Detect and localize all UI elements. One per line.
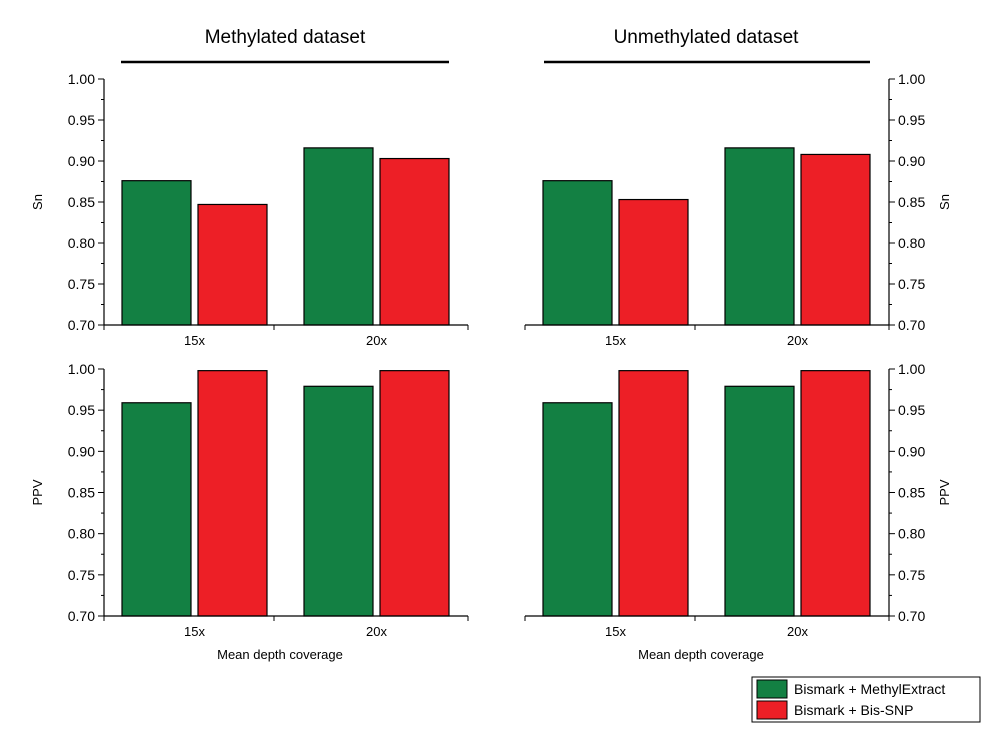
legend: Bismark + MethylExtract Bismark + Bis-SN…	[751, 676, 981, 723]
y-tick-label: 0.80	[68, 526, 95, 542]
y-axis-label: Sn	[937, 194, 952, 210]
x-category-label: 15x	[605, 333, 626, 348]
bar-methylextract-20x	[724, 147, 795, 326]
ppv-unmethylated-panel: 0.70 0.75 0.80 0.85 0.90 0.95 1.00 15x 20x PPV Mea…	[524, 361, 952, 662]
y-tick-label: 0.70	[898, 608, 925, 624]
y-tick-label: 0.80	[898, 235, 925, 251]
y-tick-label: 0.95	[898, 402, 925, 418]
bar-bissnp-15x	[197, 203, 268, 326]
column-header-methylated: Methylated dataset	[121, 27, 449, 64]
y-tick-label: 0.90	[68, 443, 95, 459]
y-tick-label: 0.95	[68, 402, 95, 418]
x-category-label: 20x	[787, 333, 808, 348]
y-axis-label: PPV	[30, 479, 45, 505]
x-axis-label: Mean depth coverage	[217, 647, 343, 662]
y-tick-label: 1.00	[68, 71, 95, 87]
y-tick-label: 0.80	[68, 235, 95, 251]
legend-swatch-methylextract	[756, 679, 788, 699]
legend-label-bissnp: Bismark + Bis-SNP	[794, 702, 913, 718]
bar-bissnp-15x	[618, 370, 689, 617]
bar-methylextract-15x	[542, 180, 613, 326]
bar-methylextract-20x	[303, 385, 374, 617]
y-tick-label: 0.95	[68, 112, 95, 128]
x-category-label: 15x	[605, 624, 626, 639]
y-axis-label: Sn	[30, 194, 45, 210]
legend-swatch-bissnp	[756, 700, 788, 720]
y-tick-label: 0.85	[898, 485, 925, 501]
x-axis-label: Mean depth coverage	[638, 647, 764, 662]
y-tick-label: 0.85	[68, 485, 95, 501]
x-category-label: 20x	[366, 624, 387, 639]
bar-bissnp-20x	[800, 153, 871, 326]
y-tick-label: 0.85	[68, 194, 95, 210]
bar-bissnp-20x	[800, 370, 871, 617]
y-tick-label: 0.75	[68, 276, 95, 292]
y-tick-label: 0.90	[898, 153, 925, 169]
y-tick-label: 1.00	[68, 361, 95, 377]
y-tick-label: 1.00	[898, 71, 925, 87]
y-tick-label: 0.70	[68, 317, 95, 333]
y-tick-label: 0.70	[898, 317, 925, 333]
y-tick-label: 0.80	[898, 526, 925, 542]
y-tick-label: 0.95	[898, 112, 925, 128]
bar-methylextract-20x	[724, 385, 795, 617]
legend-label-methylextract: Bismark + MethylExtract	[794, 681, 945, 697]
column-title-unmethylated: Unmethylated dataset	[614, 27, 800, 48]
y-tick-label: 0.90	[68, 153, 95, 169]
column-header-unmethylated: Unmethylated dataset	[544, 27, 870, 64]
y-tick-label: 0.90	[898, 443, 925, 459]
bar-bissnp-20x	[379, 370, 450, 617]
sn-unmethylated-panel: 0.70 0.75 0.80 0.85 0.90 0.95 1.00 15x 20x Sn	[524, 71, 952, 348]
bar-bissnp-15x	[618, 198, 689, 326]
x-category-label: 15x	[184, 333, 205, 348]
y-tick-label: 0.75	[68, 567, 95, 583]
y-tick-label: 1.00	[898, 361, 925, 377]
bar-methylextract-20x	[303, 147, 374, 326]
bar-methylextract-15x	[542, 402, 613, 617]
column-title-methylated: Methylated dataset	[205, 27, 366, 48]
sn-methylated-panel: 0.70 0.75 0.80 0.85 0.90 0.95 1.00 15x 20x Sn	[30, 71, 469, 348]
y-tick-label: 0.85	[898, 194, 925, 210]
bar-methylextract-15x	[121, 402, 192, 617]
y-tick-label: 0.75	[898, 276, 925, 292]
x-category-label: 20x	[366, 333, 387, 348]
bar-methylextract-15x	[121, 180, 192, 326]
y-tick-label: 0.75	[898, 567, 925, 583]
bar-bissnp-20x	[379, 157, 450, 326]
bar-bissnp-15x	[197, 370, 268, 617]
x-category-label: 15x	[184, 624, 205, 639]
ppv-methylated-panel: 0.70 0.75 0.80 0.85 0.90 0.95 1.00 15x 20x PPV Mea…	[30, 361, 469, 662]
y-tick-label: 0.70	[68, 608, 95, 624]
y-axis-label: PPV	[937, 479, 952, 505]
legend-box	[751, 676, 981, 723]
x-category-label: 20x	[787, 624, 808, 639]
